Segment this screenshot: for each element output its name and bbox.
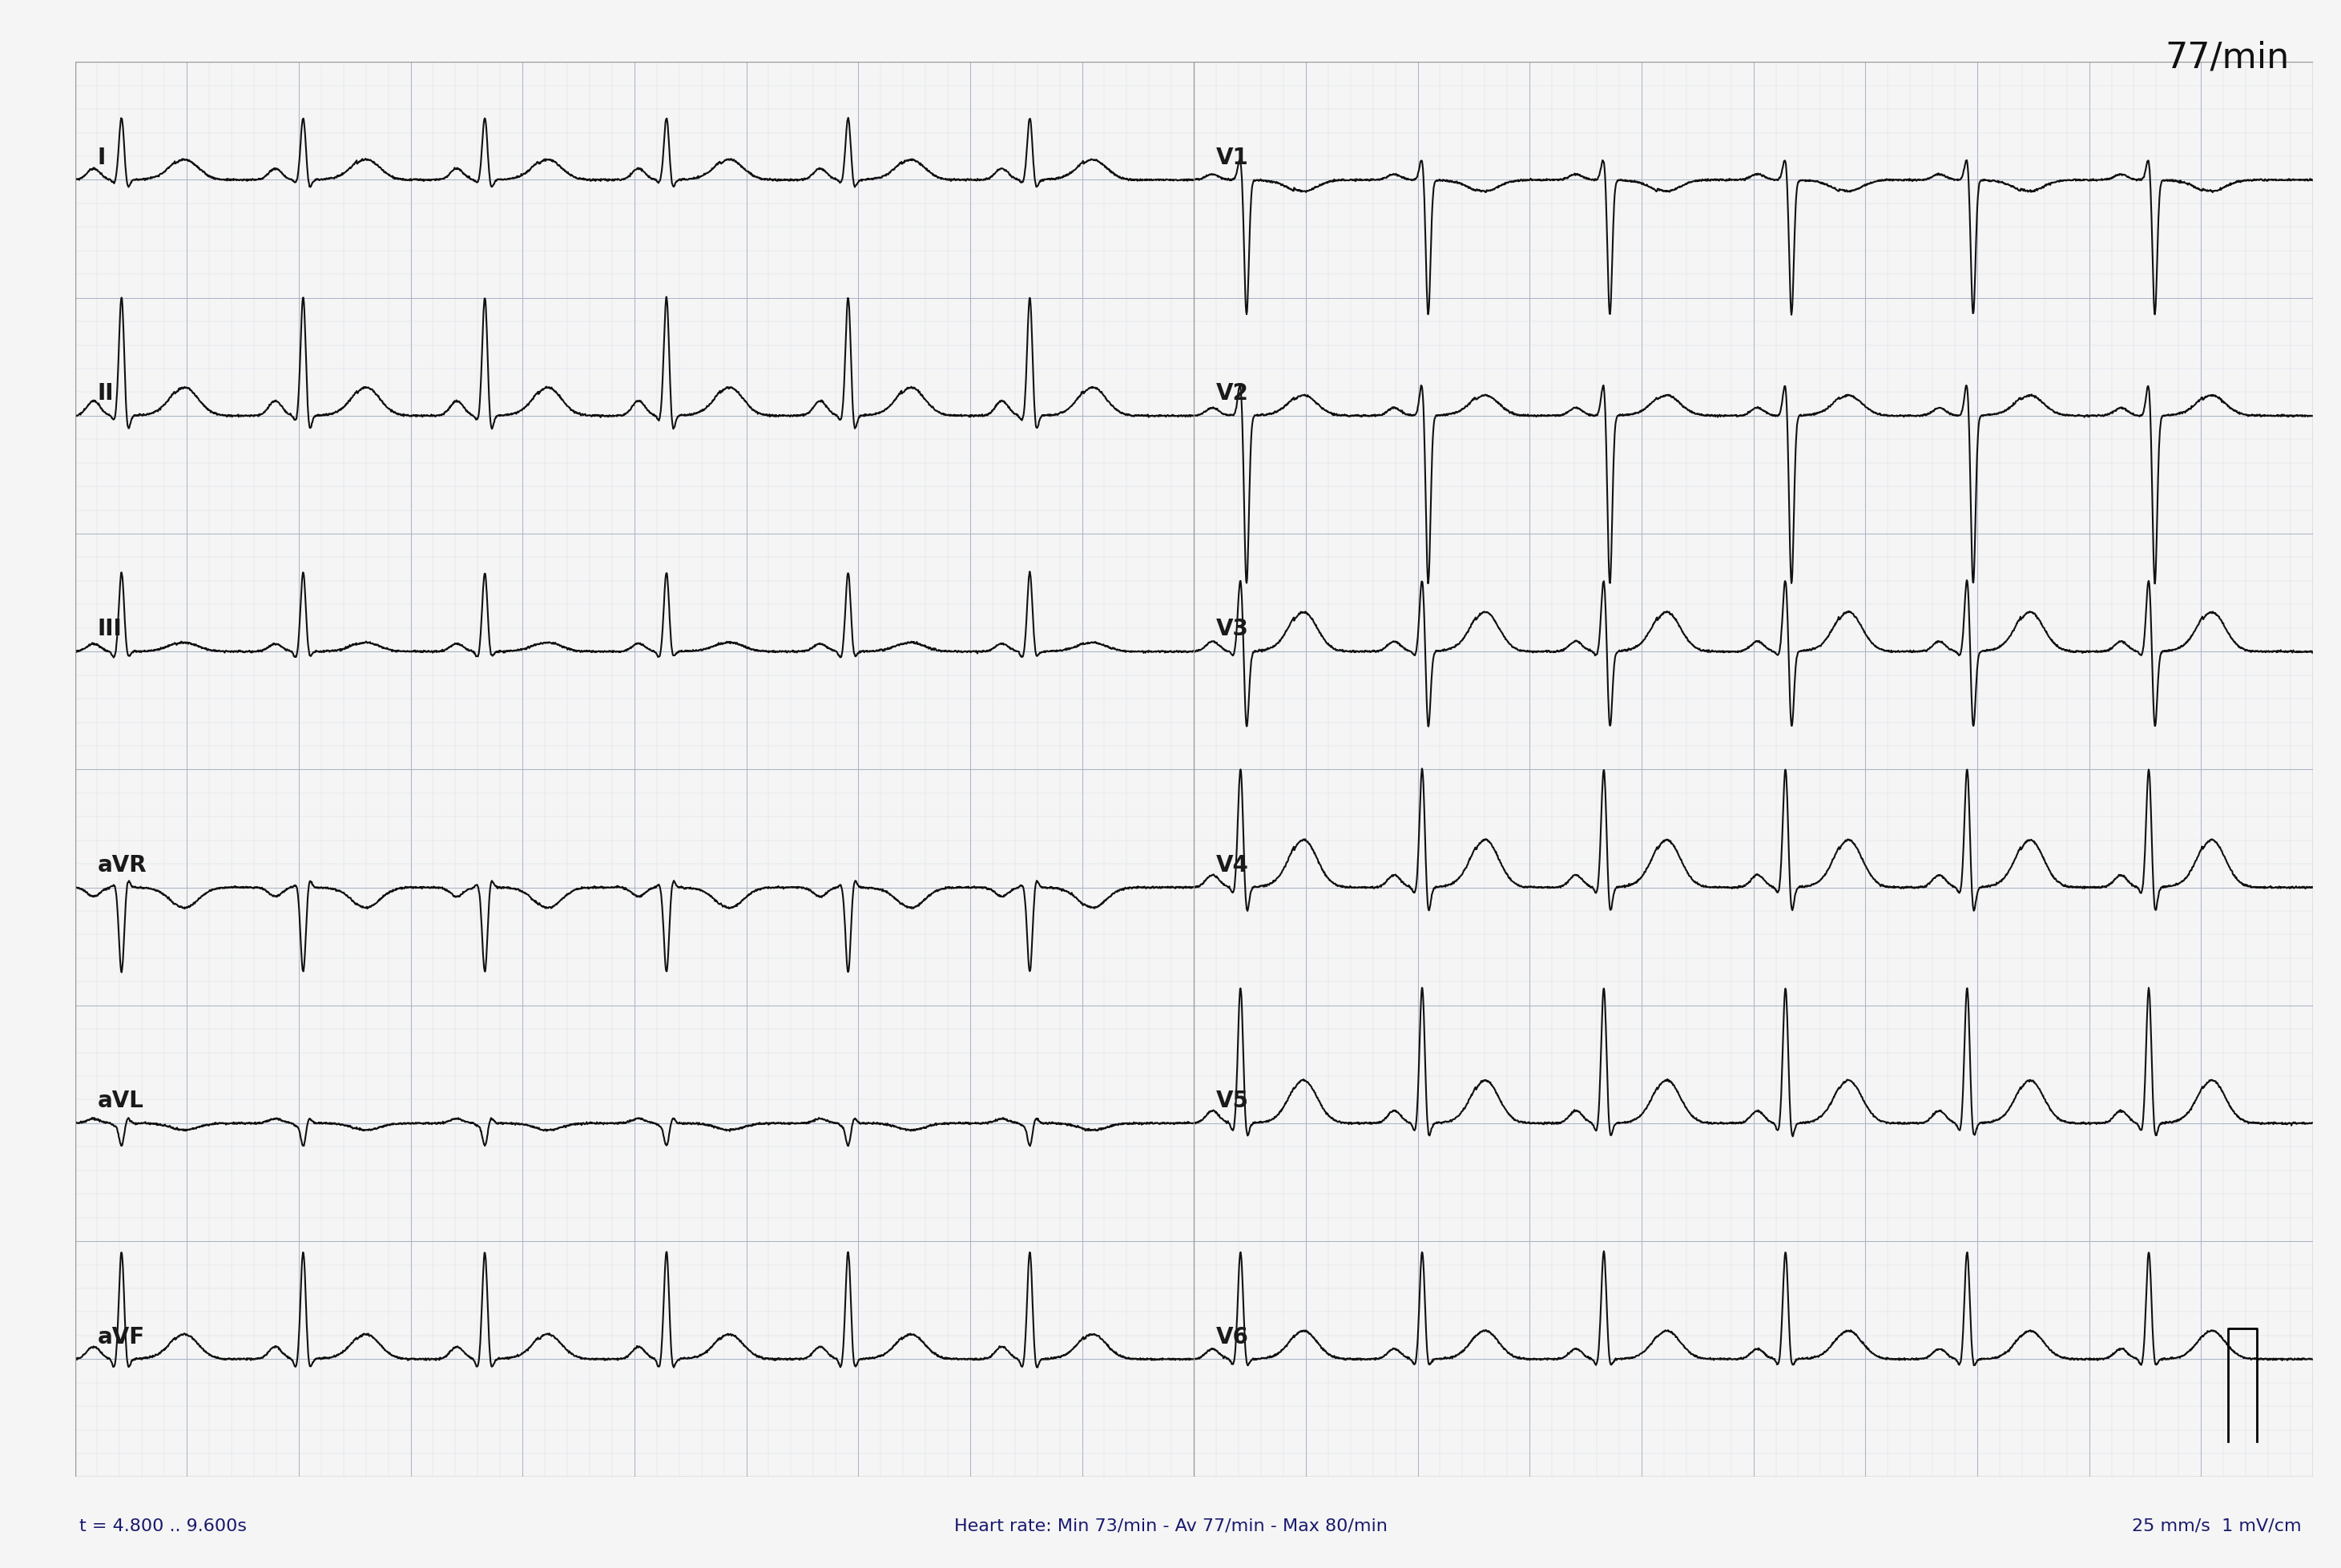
Text: Heart rate: Min 73/min - Av 77/min - Max 80/min: Heart rate: Min 73/min - Av 77/min - Max… xyxy=(953,1518,1388,1534)
Text: t = 4.800 .. 9.600s: t = 4.800 .. 9.600s xyxy=(80,1518,248,1534)
Text: 77/min: 77/min xyxy=(2165,41,2289,75)
Text: aVR: aVR xyxy=(98,853,147,877)
Text: aVF: aVF xyxy=(98,1325,145,1347)
Text: I: I xyxy=(98,146,105,169)
Text: III: III xyxy=(98,618,122,640)
Text: V3: V3 xyxy=(1217,618,1250,640)
Text: V1: V1 xyxy=(1217,146,1250,169)
Text: II: II xyxy=(98,383,115,405)
Text: V6: V6 xyxy=(1217,1325,1250,1347)
Text: 25 mm/s  1 mV/cm: 25 mm/s 1 mV/cm xyxy=(2133,1518,2301,1534)
Text: V2: V2 xyxy=(1217,383,1250,405)
Text: aVL: aVL xyxy=(98,1090,143,1112)
Text: V5: V5 xyxy=(1217,1090,1250,1112)
Text: V4: V4 xyxy=(1217,853,1250,877)
